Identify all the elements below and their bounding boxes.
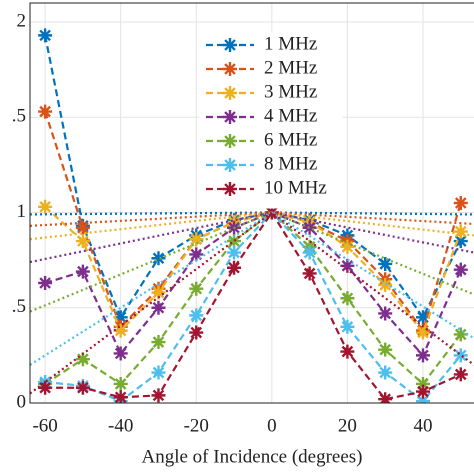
marker [189,247,204,262]
marker [75,264,90,279]
y-tick-label: .5 [12,296,26,317]
legend-marker [223,182,237,196]
marker [75,352,90,367]
marker [151,251,166,266]
dotted-line [30,211,474,366]
marker [378,365,393,380]
series-line [44,111,462,334]
plot-area [30,3,474,403]
legend-box [199,31,343,209]
marker [38,276,53,290]
marker [340,344,355,359]
series-line [44,205,462,335]
marker [75,380,90,395]
marker [38,380,53,395]
series-line [45,210,462,403]
marker [378,277,393,292]
marker [113,310,128,325]
y-tick-label: 1 [17,201,27,222]
dotted-line [30,211,474,227]
y-tick-label: 2 [17,10,27,31]
legend-label: 2 MHz [264,57,317,78]
marker [453,262,468,277]
marker [302,266,317,281]
marker [151,388,166,403]
marker [378,392,393,403]
x-tick-label: -60 [32,415,57,436]
y-tick-label: 0 [17,391,27,412]
series-line [45,210,462,401]
marker [415,348,430,363]
axes-box [29,2,474,404]
marker [378,342,393,357]
marker [38,199,53,214]
y-tick-label: .5 [12,106,26,127]
legend-marker [223,38,237,52]
marker [415,394,430,403]
marker [38,104,53,119]
marker [75,220,90,235]
marker [453,348,468,363]
series-line [44,35,462,320]
marker [415,310,430,325]
marker [340,239,355,254]
legend-marker [223,134,237,148]
marker [378,306,393,321]
marker [453,234,468,249]
marker [302,245,317,260]
marker [189,281,204,296]
legend-label: 8 MHz [264,153,317,174]
marker [378,256,393,271]
x-axis-label: Angle of Incidence (degrees) [141,446,362,467]
legend-marker [223,86,237,100]
marker [415,376,430,391]
x-tick-label: 0 [267,415,277,436]
legend-label: 6 MHz [264,129,317,150]
x-tick-label: -40 [108,415,133,436]
legend-marker [223,62,237,76]
legend-label: 4 MHz [264,105,317,126]
legend-label: 10 MHz [264,177,327,198]
dotted-line [30,211,474,395]
marker [113,346,128,361]
marker [151,300,166,315]
x-tick-label: -20 [184,415,209,436]
marker [340,258,355,273]
marker [113,323,128,338]
legend-label: 3 MHz [264,81,317,102]
marker [189,232,204,247]
marker [340,319,355,334]
series-line [44,211,462,386]
marker [340,291,355,306]
marker [227,260,242,275]
legend-marker [223,158,237,172]
marker [453,196,468,210]
legend-marker [223,110,237,124]
marker [227,245,242,260]
marker [453,224,468,239]
marker [189,325,204,340]
legend-label: 1 MHz [264,33,317,54]
marker [453,327,468,342]
marker [302,220,317,235]
marker [415,325,430,340]
x-tick-label: 40 [413,415,432,436]
dotted-line [30,211,474,241]
marker [113,376,128,391]
marker [75,234,90,249]
marker [151,335,166,350]
marker [113,390,128,403]
x-tick-label: 20 [338,415,357,436]
marker [151,285,166,300]
marker [38,28,53,43]
marker [189,308,204,323]
marker [227,234,242,249]
marker [151,365,166,380]
marker [453,367,468,382]
marker [415,384,430,399]
